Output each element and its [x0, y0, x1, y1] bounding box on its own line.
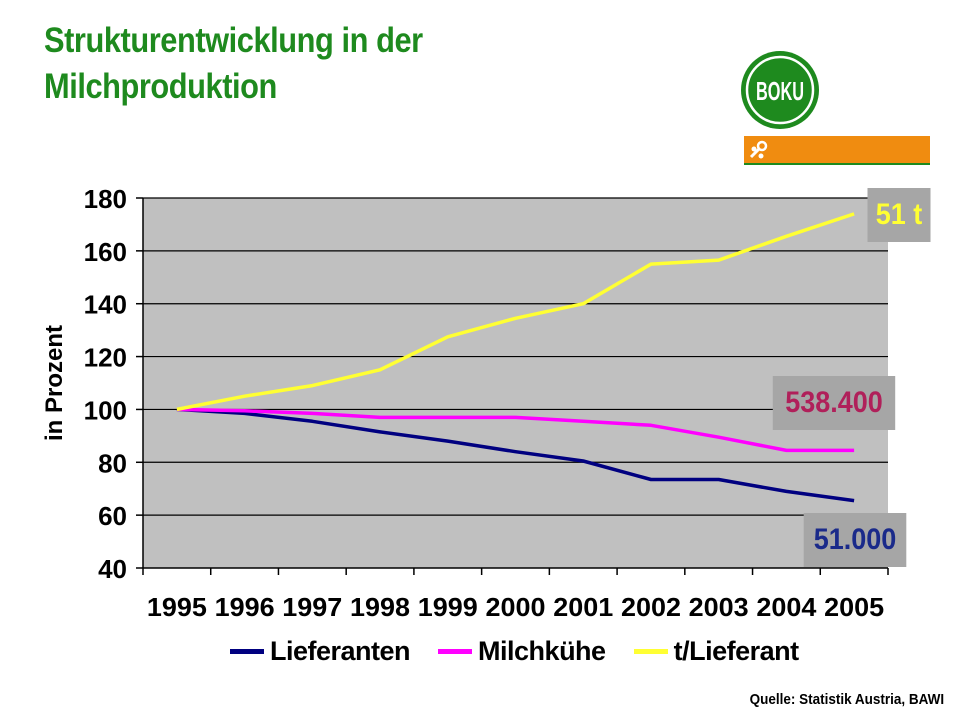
callout-milchkuehe: 538.400 — [772, 376, 896, 430]
y-axis-label: in Prozent — [41, 325, 68, 441]
y-tick-label: 40 — [98, 554, 127, 584]
y-tick-label: 60 — [98, 501, 127, 531]
callout-lieferanten: 51.000 — [803, 513, 907, 567]
y-tick-label: 80 — [98, 448, 127, 478]
y-tick-label: 100 — [84, 395, 127, 425]
callout-t-lieferant: 51 t — [867, 188, 931, 242]
legend-swatch — [230, 649, 264, 654]
boku-logo: BOKU — [741, 51, 819, 129]
series-line — [176, 212, 855, 412]
x-tick-label: 2000 — [486, 592, 546, 622]
leaf-mark-icon — [749, 140, 768, 159]
legend-item: Milchkühe — [438, 636, 606, 667]
x-tick-label: 2002 — [621, 592, 681, 622]
x-tick-label: 2001 — [553, 592, 613, 622]
y-tick-label: 160 — [84, 237, 127, 267]
x-tick-label: 1995 — [147, 592, 207, 622]
plot-area — [143, 198, 888, 568]
y-tick-label: 180 — [84, 184, 127, 214]
legend-item: Lieferanten — [230, 636, 411, 667]
logo-rule — [744, 163, 930, 165]
logo-text: BOKU — [756, 76, 804, 106]
series-line — [176, 407, 855, 503]
y-tick-label: 120 — [84, 343, 127, 373]
legend-label: Milchkühe — [478, 636, 606, 666]
legend-swatch — [438, 649, 473, 654]
x-tick-label: 2003 — [689, 592, 749, 622]
source-note: Quelle: Statistik Austria, BAWI — [749, 691, 944, 708]
legend-label: Lieferanten — [270, 636, 411, 666]
x-tick-label: 2005 — [824, 592, 884, 622]
x-tick-label: 1997 — [282, 592, 342, 622]
x-tick-label: 2004 — [756, 592, 817, 622]
x-tick-label: 1998 — [350, 592, 410, 622]
legend-swatch — [633, 649, 668, 654]
x-tick-label: 1999 — [418, 592, 478, 622]
legend-label: t/Lieferant — [673, 636, 800, 666]
y-tick-label: 140 — [84, 290, 127, 320]
x-tick-label: 1996 — [215, 592, 275, 622]
series-line — [176, 407, 855, 453]
chart-legend: Lieferanten Milchkühe t/Lieferant — [230, 636, 827, 667]
legend-item: t/Lieferant — [633, 636, 800, 667]
page-title: Strukturentwicklung in der Milchprodukti… — [44, 21, 423, 106]
logo-accent-bar — [744, 136, 930, 163]
